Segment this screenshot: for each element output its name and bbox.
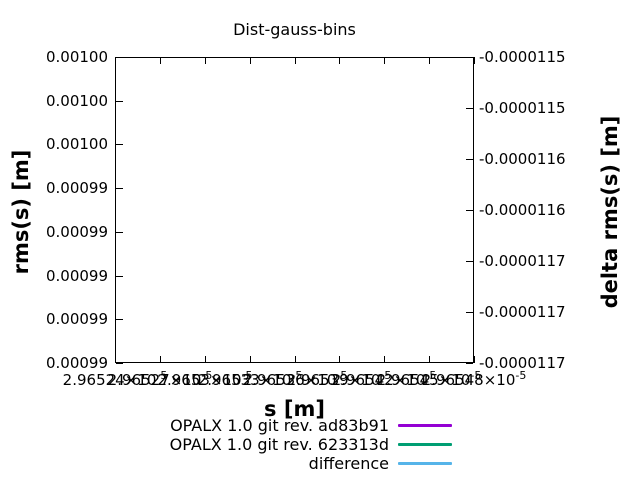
x-tick-bottom (429, 356, 430, 363)
legend-line-sample (398, 462, 452, 465)
y-right-axis-title: delta rms(s) [m] (598, 115, 622, 309)
legend-row: difference (100, 454, 452, 473)
legend-line-sample (398, 424, 452, 427)
x-tick-label: 2.96539×10-5 (286, 369, 392, 389)
x-tick-mantissa: 2.9653×10 (157, 371, 242, 389)
x-tick-mantissa: 2.96524×10 (62, 371, 157, 389)
y-left-tick (116, 319, 123, 320)
y-left-tick-label: 0.00100 (45, 48, 108, 66)
x-tick-label: 2.96536×10-5 (242, 369, 348, 389)
x-tick-bottom (339, 356, 340, 363)
x-tick-top (115, 57, 116, 64)
x-tick-bottom (384, 356, 385, 363)
x-tick-mantissa: 2.96536×10 (242, 371, 337, 389)
y-left-tick-label: 0.00099 (45, 354, 108, 372)
y-right-tick-label: -0.0000116 (479, 150, 566, 168)
legend-label: difference (308, 454, 389, 473)
y-left-tick-label: 0.00100 (45, 135, 108, 153)
y-right-tick-label: -0.0000116 (479, 201, 566, 219)
x-tick-label: 2.96548×10-5 (421, 369, 527, 389)
x-tick-exponent: -5 (201, 369, 213, 382)
x-tick-top (295, 57, 296, 64)
x-tick-top (429, 57, 430, 64)
x-tick-exponent: -5 (515, 369, 527, 382)
x-tick-exponent: -5 (425, 369, 437, 382)
legend-row: OPALX 1.0 git rev. ad83b91 (100, 416, 452, 435)
x-axis-title: s [m] (264, 397, 325, 421)
x-tick-label: 2.96533×10-5 (197, 369, 303, 389)
y-left-axis-title: rms(s) [m] (9, 149, 33, 275)
y-left-tick (116, 101, 123, 102)
y-right-tick (466, 159, 473, 160)
y-left-tick (116, 232, 123, 233)
x-tick-bottom (474, 356, 475, 363)
legend-label: OPALX 1.0 git rev. 623313d (169, 435, 389, 454)
y-left-tick-label: 0.00099 (45, 223, 108, 241)
y-right-tick (466, 210, 473, 211)
plot-area (115, 57, 474, 363)
x-tick-top (384, 57, 385, 64)
y-right-tick-label: -0.0000115 (479, 48, 566, 66)
legend-row: OPALX 1.0 git rev. 623313d (100, 435, 452, 454)
x-tick-exponent: -5 (291, 369, 303, 382)
x-tick-bottom (160, 356, 161, 363)
x-tick-top (474, 57, 475, 64)
x-tick-mantissa: 2.96545×10 (376, 371, 471, 389)
y-right-tick-label: -0.0000117 (479, 303, 566, 321)
x-tick-exponent: -5 (470, 369, 482, 382)
x-tick-bottom (115, 356, 116, 363)
x-tick-label: 2.9653×10-5 (157, 369, 253, 389)
x-tick-exponent: -5 (156, 369, 168, 382)
x-tick-exponent: -5 (380, 369, 392, 382)
y-left-tick (116, 276, 123, 277)
x-tick-mantissa: 2.96539×10 (286, 371, 381, 389)
y-left-tick (116, 144, 123, 145)
x-tick-exponent: -5 (241, 369, 253, 382)
y-right-tick (466, 108, 473, 109)
y-left-tick-label: 0.00099 (45, 267, 108, 285)
x-tick-label: 2.96524×10-5 (62, 369, 168, 389)
y-left-tick (116, 363, 123, 364)
x-tick-mantissa: 2.96542×10 (331, 371, 426, 389)
x-tick-bottom (250, 356, 251, 363)
x-tick-top (250, 57, 251, 64)
x-tick-mantissa: 2.96527×10 (107, 371, 202, 389)
y-right-tick-label: -0.0000117 (479, 354, 566, 372)
x-tick-top (205, 57, 206, 64)
y-left-tick (116, 57, 123, 58)
x-tick-top (160, 57, 161, 64)
y-right-tick-label: -0.0000117 (479, 252, 566, 270)
x-tick-bottom (205, 356, 206, 363)
y-right-tick (466, 261, 473, 262)
x-tick-bottom (295, 356, 296, 363)
x-tick-mantissa: 2.96533×10 (197, 371, 292, 389)
y-right-tick (466, 312, 473, 313)
chart-title: Dist-gauss-bins (233, 20, 356, 39)
x-tick-label: 2.96542×10-5 (331, 369, 437, 389)
x-tick-label: 2.96527×10-5 (107, 369, 213, 389)
x-tick-exponent: -5 (336, 369, 348, 382)
y-right-tick (466, 57, 473, 58)
y-left-tick-label: 0.00100 (45, 92, 108, 110)
legend-label: OPALX 1.0 git rev. ad83b91 (170, 416, 389, 435)
y-left-tick-label: 0.00099 (45, 179, 108, 197)
x-tick-top (339, 57, 340, 64)
y-left-tick-label: 0.00099 (45, 310, 108, 328)
x-tick-mantissa: 2.96548×10 (421, 371, 516, 389)
legend-line-sample (398, 443, 452, 446)
x-tick-label: 2.96545×10-5 (376, 369, 482, 389)
y-right-tick (466, 363, 473, 364)
y-right-tick-label: -0.0000115 (479, 99, 566, 117)
legend: OPALX 1.0 git rev. ad83b91 OPALX 1.0 git … (100, 416, 452, 473)
y-left-tick (116, 188, 123, 189)
